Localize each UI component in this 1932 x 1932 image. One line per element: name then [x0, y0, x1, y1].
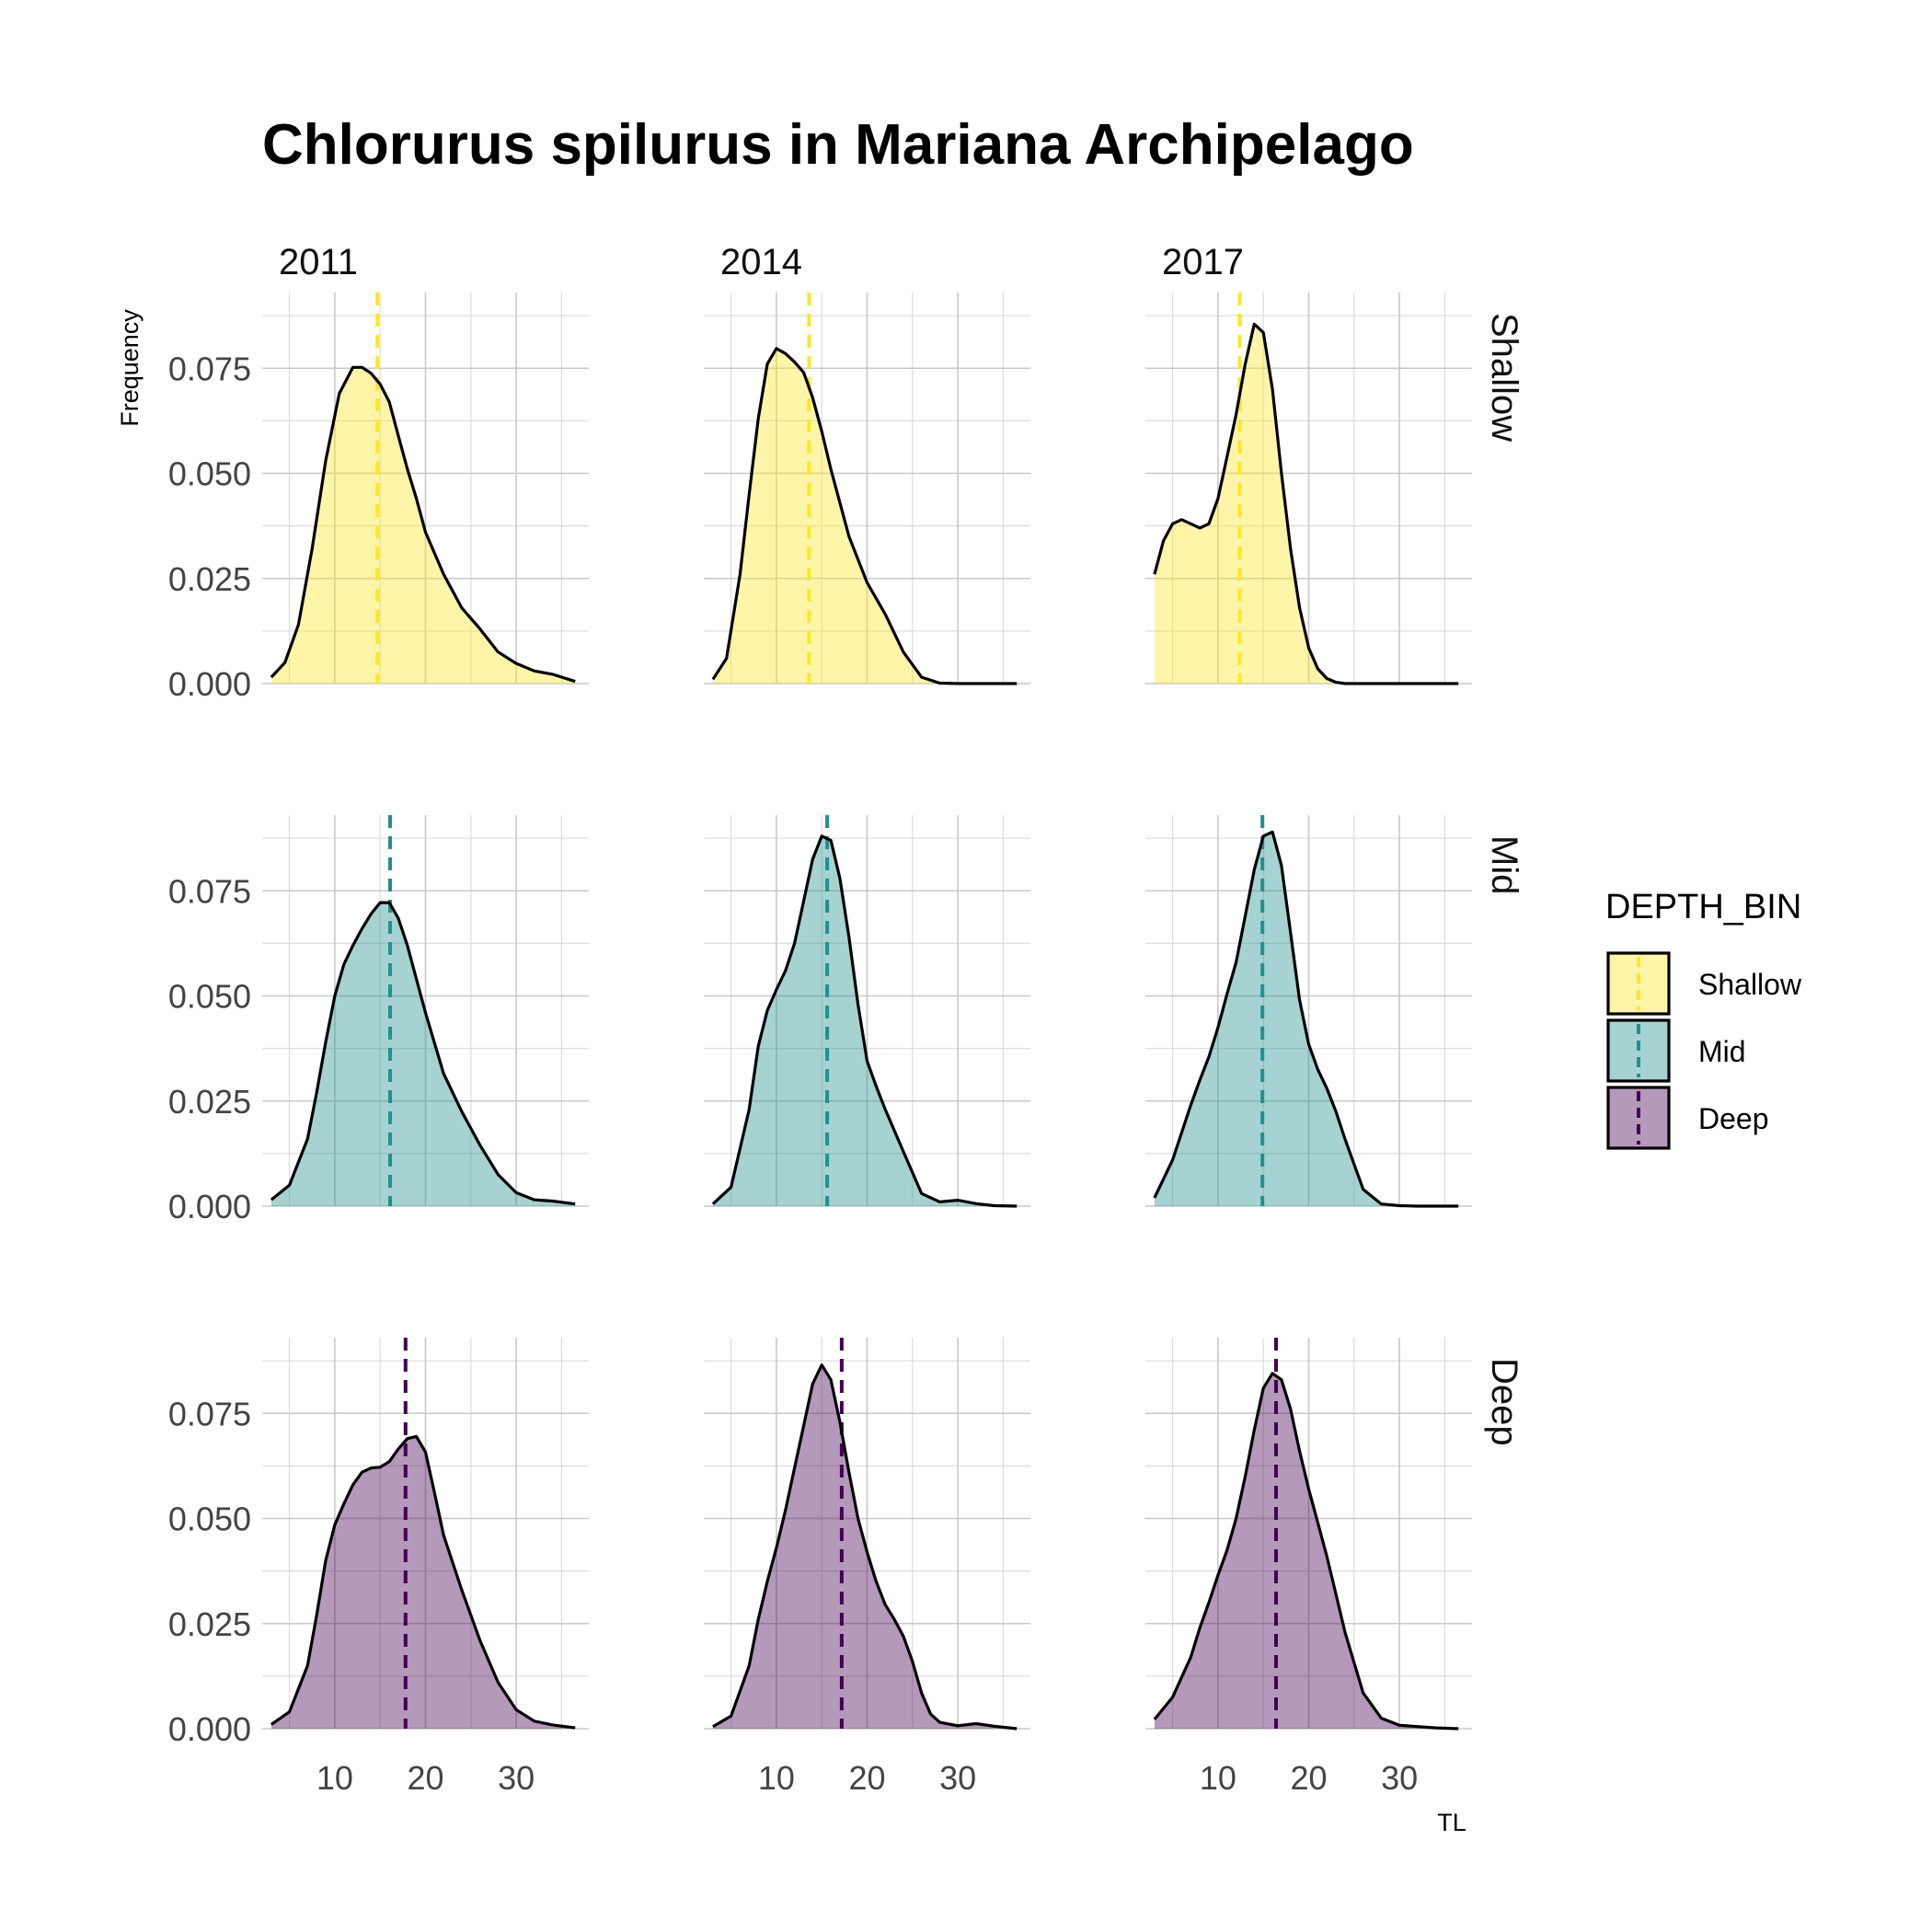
- x-tick-label: 30: [939, 1759, 976, 1797]
- y-tick-label: 0.050: [168, 455, 251, 493]
- legend-label: Mid: [1698, 1035, 1746, 1068]
- density-line: [711, 347, 1018, 685]
- x-tick-label: 10: [1200, 1759, 1236, 1797]
- density-area: [1154, 324, 1459, 684]
- density-area: [1154, 1373, 1459, 1729]
- legend-label: Deep: [1698, 1102, 1769, 1135]
- facet-strip-year: 2011: [279, 242, 358, 282]
- panel-shallow-2011: 0.000 0.025 0.050 0.075 2011: [168, 242, 589, 703]
- chart-title: Chlorurus spilurus in Mariana Archipelag…: [262, 113, 1414, 177]
- density-line: [270, 1434, 576, 1730]
- panel-deep-2014: 10 20 30: [704, 1338, 1030, 1797]
- x-tick-label: 10: [758, 1759, 795, 1797]
- y-tick-label: 0.000: [168, 665, 251, 703]
- density-line: [1153, 1372, 1459, 1731]
- facet-strip-year: 2017: [1162, 242, 1244, 282]
- y-tick-label: 0.025: [168, 1605, 251, 1643]
- density-line: [712, 1363, 1018, 1731]
- legend: DEPTH_BIN Shallow Mid Deep: [1605, 888, 1802, 1150]
- density-line: [1153, 322, 1459, 685]
- legend-title: DEPTH_BIN: [1605, 888, 1801, 926]
- y-tick-label: 0.075: [168, 350, 251, 387]
- density-area: [1154, 832, 1459, 1206]
- facet-strip-depth: Shallow: [1484, 313, 1524, 442]
- panel-deep-2017: 10 20 30 Deep: [1145, 1338, 1524, 1797]
- y-tick-label: 0.025: [168, 1083, 251, 1121]
- density-line: [270, 901, 576, 1206]
- density-area: [712, 348, 1018, 684]
- density-area: [712, 835, 1018, 1206]
- density-area: [270, 903, 576, 1206]
- y-tick-label: 0.075: [168, 872, 251, 910]
- x-tick-label: 30: [498, 1759, 535, 1797]
- legend-item-deep: Deep: [1606, 1086, 1769, 1150]
- y-axis-label: Frequency: [116, 309, 144, 427]
- legend-label: Shallow: [1698, 968, 1802, 1001]
- panel-mid-2017: Mid: [1145, 815, 1524, 1208]
- x-tick-label: 30: [1381, 1759, 1418, 1797]
- density-line: [1153, 830, 1459, 1208]
- x-tick-label: 20: [1290, 1759, 1327, 1797]
- density-line: [270, 365, 576, 684]
- facet-strip-depth: Mid: [1484, 835, 1524, 894]
- y-tick-label: 0.025: [168, 560, 251, 598]
- x-axis-label: TL: [1437, 1809, 1466, 1836]
- panel-mid-2014: [704, 815, 1030, 1208]
- y-tick-label: 0.000: [168, 1188, 251, 1225]
- panel-mid-2011: 0.000 0.025 0.050 0.075: [168, 815, 589, 1225]
- x-tick-label: 10: [316, 1759, 353, 1797]
- legend-item-shallow: Shallow: [1606, 951, 1802, 1016]
- y-tick-label: 0.050: [168, 1501, 251, 1538]
- panel-shallow-2014: 2014: [704, 242, 1030, 685]
- panel-shallow-2017: 2017 Shallow: [1145, 242, 1524, 685]
- density-line: [711, 834, 1018, 1208]
- y-tick-label: 0.000: [168, 1710, 251, 1748]
- y-tick-label: 0.075: [168, 1395, 251, 1432]
- panel-grid: 0.000 0.025 0.050 0.075 2011 2014 2017 Shallow 0…: [168, 242, 1524, 1797]
- facet-strip-year: 2014: [720, 242, 802, 282]
- x-tick-label: 20: [848, 1759, 885, 1797]
- x-tick-label: 20: [407, 1759, 443, 1797]
- y-tick-label: 0.050: [168, 978, 251, 1016]
- density-area: [270, 1436, 576, 1729]
- facet-strip-depth: Deep: [1484, 1358, 1524, 1446]
- panel-deep-2011: 0.000 0.025 0.050 0.075 10 20 30: [168, 1338, 589, 1797]
- legend-item-mid: Mid: [1606, 1018, 1746, 1083]
